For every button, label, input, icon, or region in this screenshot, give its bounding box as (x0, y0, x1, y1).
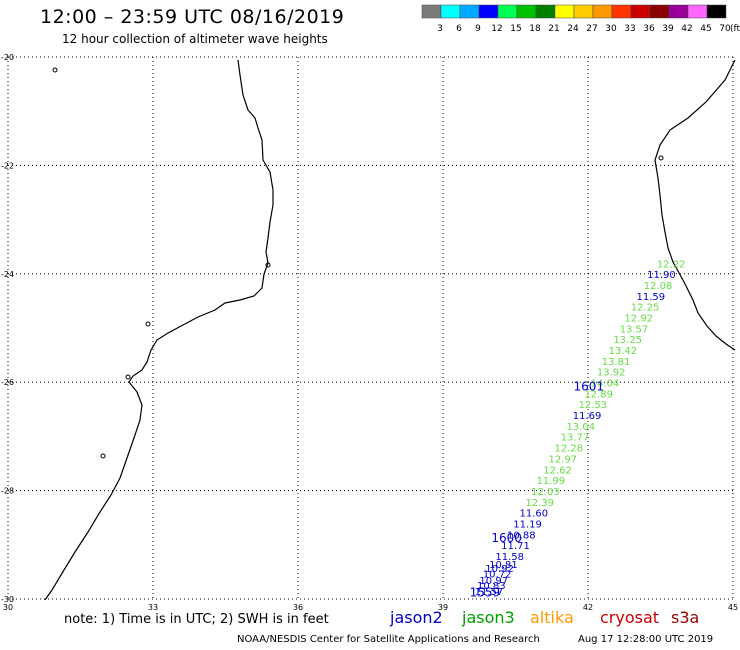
island (100, 453, 106, 459)
wave-height-label: 11.90 (647, 270, 676, 281)
wave-height-label: 11.60 (520, 509, 549, 520)
island (658, 155, 664, 161)
legend-label: 30 (605, 24, 617, 34)
wave-height-label: 12.97 (549, 454, 578, 465)
wave-height-label: 12.03 (531, 487, 560, 498)
x-tick-label: 42 (583, 603, 593, 610)
island (125, 374, 131, 380)
legend-label: 21 (548, 24, 559, 34)
satellite-altika: altika (530, 608, 574, 627)
coastline (44, 59, 274, 601)
wave-height-label: 11.99 (536, 476, 565, 487)
legend-label: 36 (643, 24, 655, 34)
y-tick-label: -22 (1, 161, 14, 170)
wave-height-label: 11.58 (495, 552, 524, 563)
wave-height-label: 13.92 (597, 368, 626, 379)
coastline (654, 59, 736, 351)
pass-id-label: 1600 (491, 531, 522, 545)
wave-height-label: 10.97 (479, 576, 508, 587)
legend-label: 42 (681, 24, 692, 34)
wave-height-label: 10.88 (507, 530, 536, 541)
legend-label: 15 (510, 24, 521, 34)
map-subtitle: 12 hour collection of altimeter wave hei… (62, 32, 328, 46)
x-tick-label: 45 (728, 603, 738, 610)
y-tick-label: -26 (1, 378, 14, 387)
legend-swatch (706, 4, 727, 19)
pass-id-label: 1601 (574, 379, 605, 393)
legend-label: 45 (700, 24, 711, 34)
wave-height-label: 13.25 (613, 335, 642, 346)
island (52, 67, 58, 73)
wave-height-label: 12.53 (579, 400, 608, 411)
wave-height-label: 11.57 (475, 587, 504, 598)
wave-height-label: 13.04 (566, 422, 595, 433)
satellite-jason3: jason3 (462, 608, 515, 627)
wave-height-label: 10.81 (489, 560, 518, 571)
satellite-cryosat: cryosat (600, 608, 660, 627)
island (145, 321, 151, 327)
x-tick-label: 36 (293, 603, 303, 610)
legend-label: 33 (624, 24, 635, 34)
legend-label: 12 (491, 24, 502, 34)
wave-height-map: 30 33 36 39 42 45 -20 -22 -24 -26 -28 -30 12.2211.90… (1, 53, 738, 610)
pass-id-label: 1559 (470, 585, 501, 599)
wave-height-label: 12.89 (584, 389, 613, 400)
wave-height-label: 11.69 (573, 411, 602, 422)
map-title: 12:00 – 23:59 UTC 08/16/2019 (40, 6, 345, 28)
wave-height-label: 14.04 (591, 379, 620, 390)
wave-height-label: 13.57 (620, 324, 649, 335)
note-text: note: 1) Time is in UTC; 2) SWH is in fe… (64, 612, 329, 627)
y-tick-label: -20 (1, 53, 14, 62)
wave-height-label: 13.81 (602, 357, 631, 368)
legend-label: 39 (662, 24, 674, 34)
wave-height-label: 12.92 (624, 313, 653, 324)
wave-height-label: 12.39 (525, 498, 554, 509)
legend-label: 3 (437, 24, 443, 34)
wave-height-label: 12.08 (644, 281, 673, 292)
wave-height-label: 13.42 (608, 346, 637, 357)
x-tick-label: 30 (3, 603, 13, 610)
wave-height-label: 10.72 (483, 569, 512, 580)
footer-credit: NOAA/NESDIS Center for Satellite Applica… (237, 634, 540, 645)
legend-label: 27 (586, 24, 597, 34)
legend-label: 6 (456, 24, 462, 34)
island (265, 262, 271, 268)
legend-label: 18 (529, 24, 541, 34)
wave-height-label: 11.59 (637, 292, 666, 303)
legend-label: 24 (567, 24, 579, 34)
x-tick-label: 39 (438, 603, 448, 610)
y-tick-label: -30 (1, 595, 14, 604)
y-tick-label: -24 (1, 270, 14, 279)
y-tick-label: -28 (1, 487, 14, 496)
wave-height-label: 11.19 (513, 519, 542, 530)
wave-height-label: 10.92 (485, 564, 514, 575)
wave-height-label: 12.25 (631, 303, 660, 314)
legend-label: 70 (719, 24, 731, 34)
wave-height-label: 12.28 (554, 444, 583, 455)
wave-height-label: 10.83 (477, 581, 506, 592)
wave-height-label: 13.77 (561, 433, 590, 444)
wave-height-label: 11.71 (501, 541, 530, 552)
wave-height-label: 12.22 (657, 259, 686, 270)
wave-height-label: 12.62 (543, 465, 572, 476)
satellite-s3a: s3a (671, 608, 700, 627)
x-tick-label: 33 (148, 603, 158, 610)
legend-unit: (ft) (730, 24, 740, 34)
footer-timestamp: Aug 17 12:28:00 UTC 2019 (578, 634, 714, 645)
satellite-jason2: jason2 (390, 608, 443, 627)
legend-label: 9 (475, 24, 481, 34)
